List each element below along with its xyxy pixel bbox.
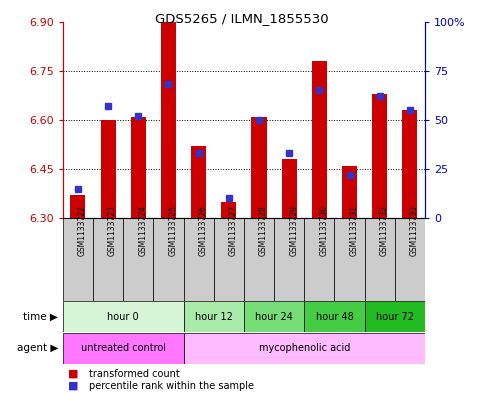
Bar xyxy=(372,94,387,218)
Bar xyxy=(154,218,184,301)
Bar xyxy=(402,110,417,218)
Bar xyxy=(395,218,425,301)
Text: GDS5265 / ILMN_1855530: GDS5265 / ILMN_1855530 xyxy=(155,12,328,25)
Text: GSM1133731: GSM1133731 xyxy=(350,205,358,256)
Text: time ▶: time ▶ xyxy=(23,312,58,322)
Text: hour 48: hour 48 xyxy=(315,312,354,322)
Text: hour 12: hour 12 xyxy=(195,312,233,322)
Bar xyxy=(123,218,154,301)
Text: hour 24: hour 24 xyxy=(255,312,293,322)
Text: ■: ■ xyxy=(68,380,78,391)
Bar xyxy=(365,301,425,332)
Bar xyxy=(100,120,115,218)
Bar xyxy=(63,218,93,301)
Text: hour 0: hour 0 xyxy=(107,312,139,322)
Bar xyxy=(184,333,425,364)
Bar xyxy=(184,218,213,301)
Text: GSM1133724: GSM1133724 xyxy=(138,205,147,256)
Text: ■: ■ xyxy=(68,369,78,379)
Text: untreated control: untreated control xyxy=(81,343,166,353)
Bar xyxy=(365,218,395,301)
Bar xyxy=(312,61,327,218)
Text: GSM1133722: GSM1133722 xyxy=(78,205,87,256)
Text: GSM1133727: GSM1133727 xyxy=(229,205,238,256)
Text: agent ▶: agent ▶ xyxy=(16,343,58,353)
Bar xyxy=(342,166,357,218)
Bar xyxy=(252,117,267,218)
Text: GSM1133730: GSM1133730 xyxy=(319,205,328,256)
Text: GSM1133723: GSM1133723 xyxy=(108,205,117,256)
Bar xyxy=(184,301,244,332)
Text: transformed count: transformed count xyxy=(89,369,180,379)
Bar xyxy=(93,218,123,301)
Bar xyxy=(244,218,274,301)
Text: hour 72: hour 72 xyxy=(376,312,414,322)
Bar xyxy=(221,202,236,218)
Bar xyxy=(304,301,365,332)
Text: GSM1133726: GSM1133726 xyxy=(199,205,208,256)
Bar xyxy=(334,218,365,301)
Text: GSM1133732: GSM1133732 xyxy=(380,205,389,256)
Text: GSM1133728: GSM1133728 xyxy=(259,205,268,256)
Bar xyxy=(213,218,244,301)
Bar xyxy=(131,117,146,218)
Text: mycophenolic acid: mycophenolic acid xyxy=(258,343,350,353)
Bar xyxy=(274,218,304,301)
Bar xyxy=(282,159,297,218)
Bar xyxy=(244,301,304,332)
Bar xyxy=(304,218,334,301)
Bar xyxy=(71,195,85,218)
Bar xyxy=(161,22,176,218)
Text: GSM1133733: GSM1133733 xyxy=(410,205,419,256)
Text: GSM1133725: GSM1133725 xyxy=(169,205,177,256)
Bar xyxy=(63,301,184,332)
Bar xyxy=(63,333,184,364)
Text: percentile rank within the sample: percentile rank within the sample xyxy=(89,380,255,391)
Bar xyxy=(191,146,206,218)
Text: GSM1133729: GSM1133729 xyxy=(289,205,298,256)
